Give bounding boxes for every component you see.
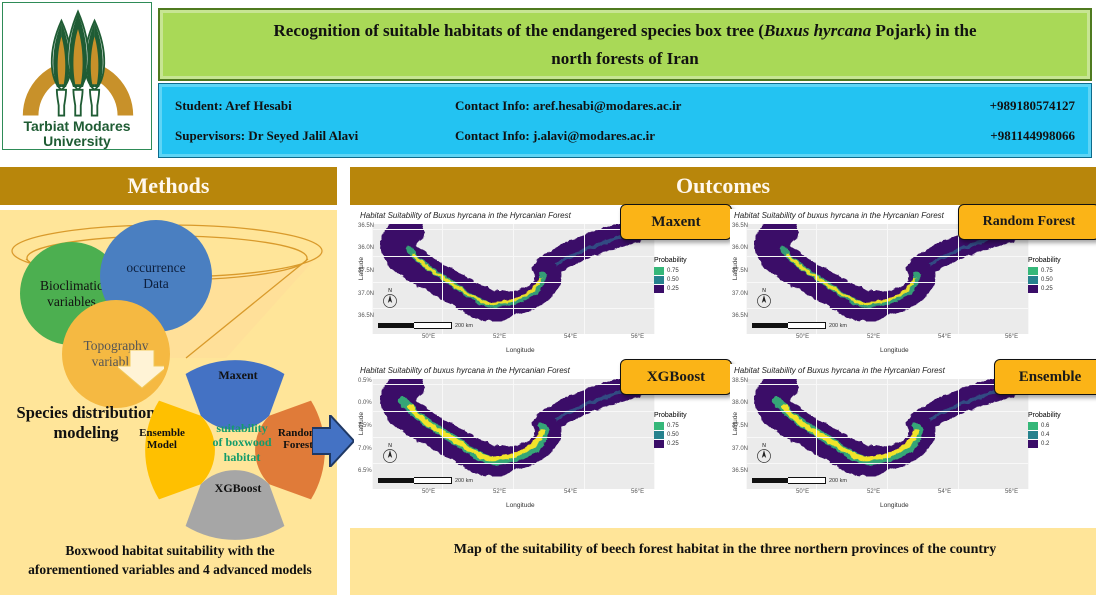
svg-text:N: N bbox=[388, 443, 392, 449]
svg-text:N: N bbox=[762, 443, 766, 449]
svg-text:N: N bbox=[388, 288, 392, 294]
svg-text:N: N bbox=[762, 288, 766, 294]
